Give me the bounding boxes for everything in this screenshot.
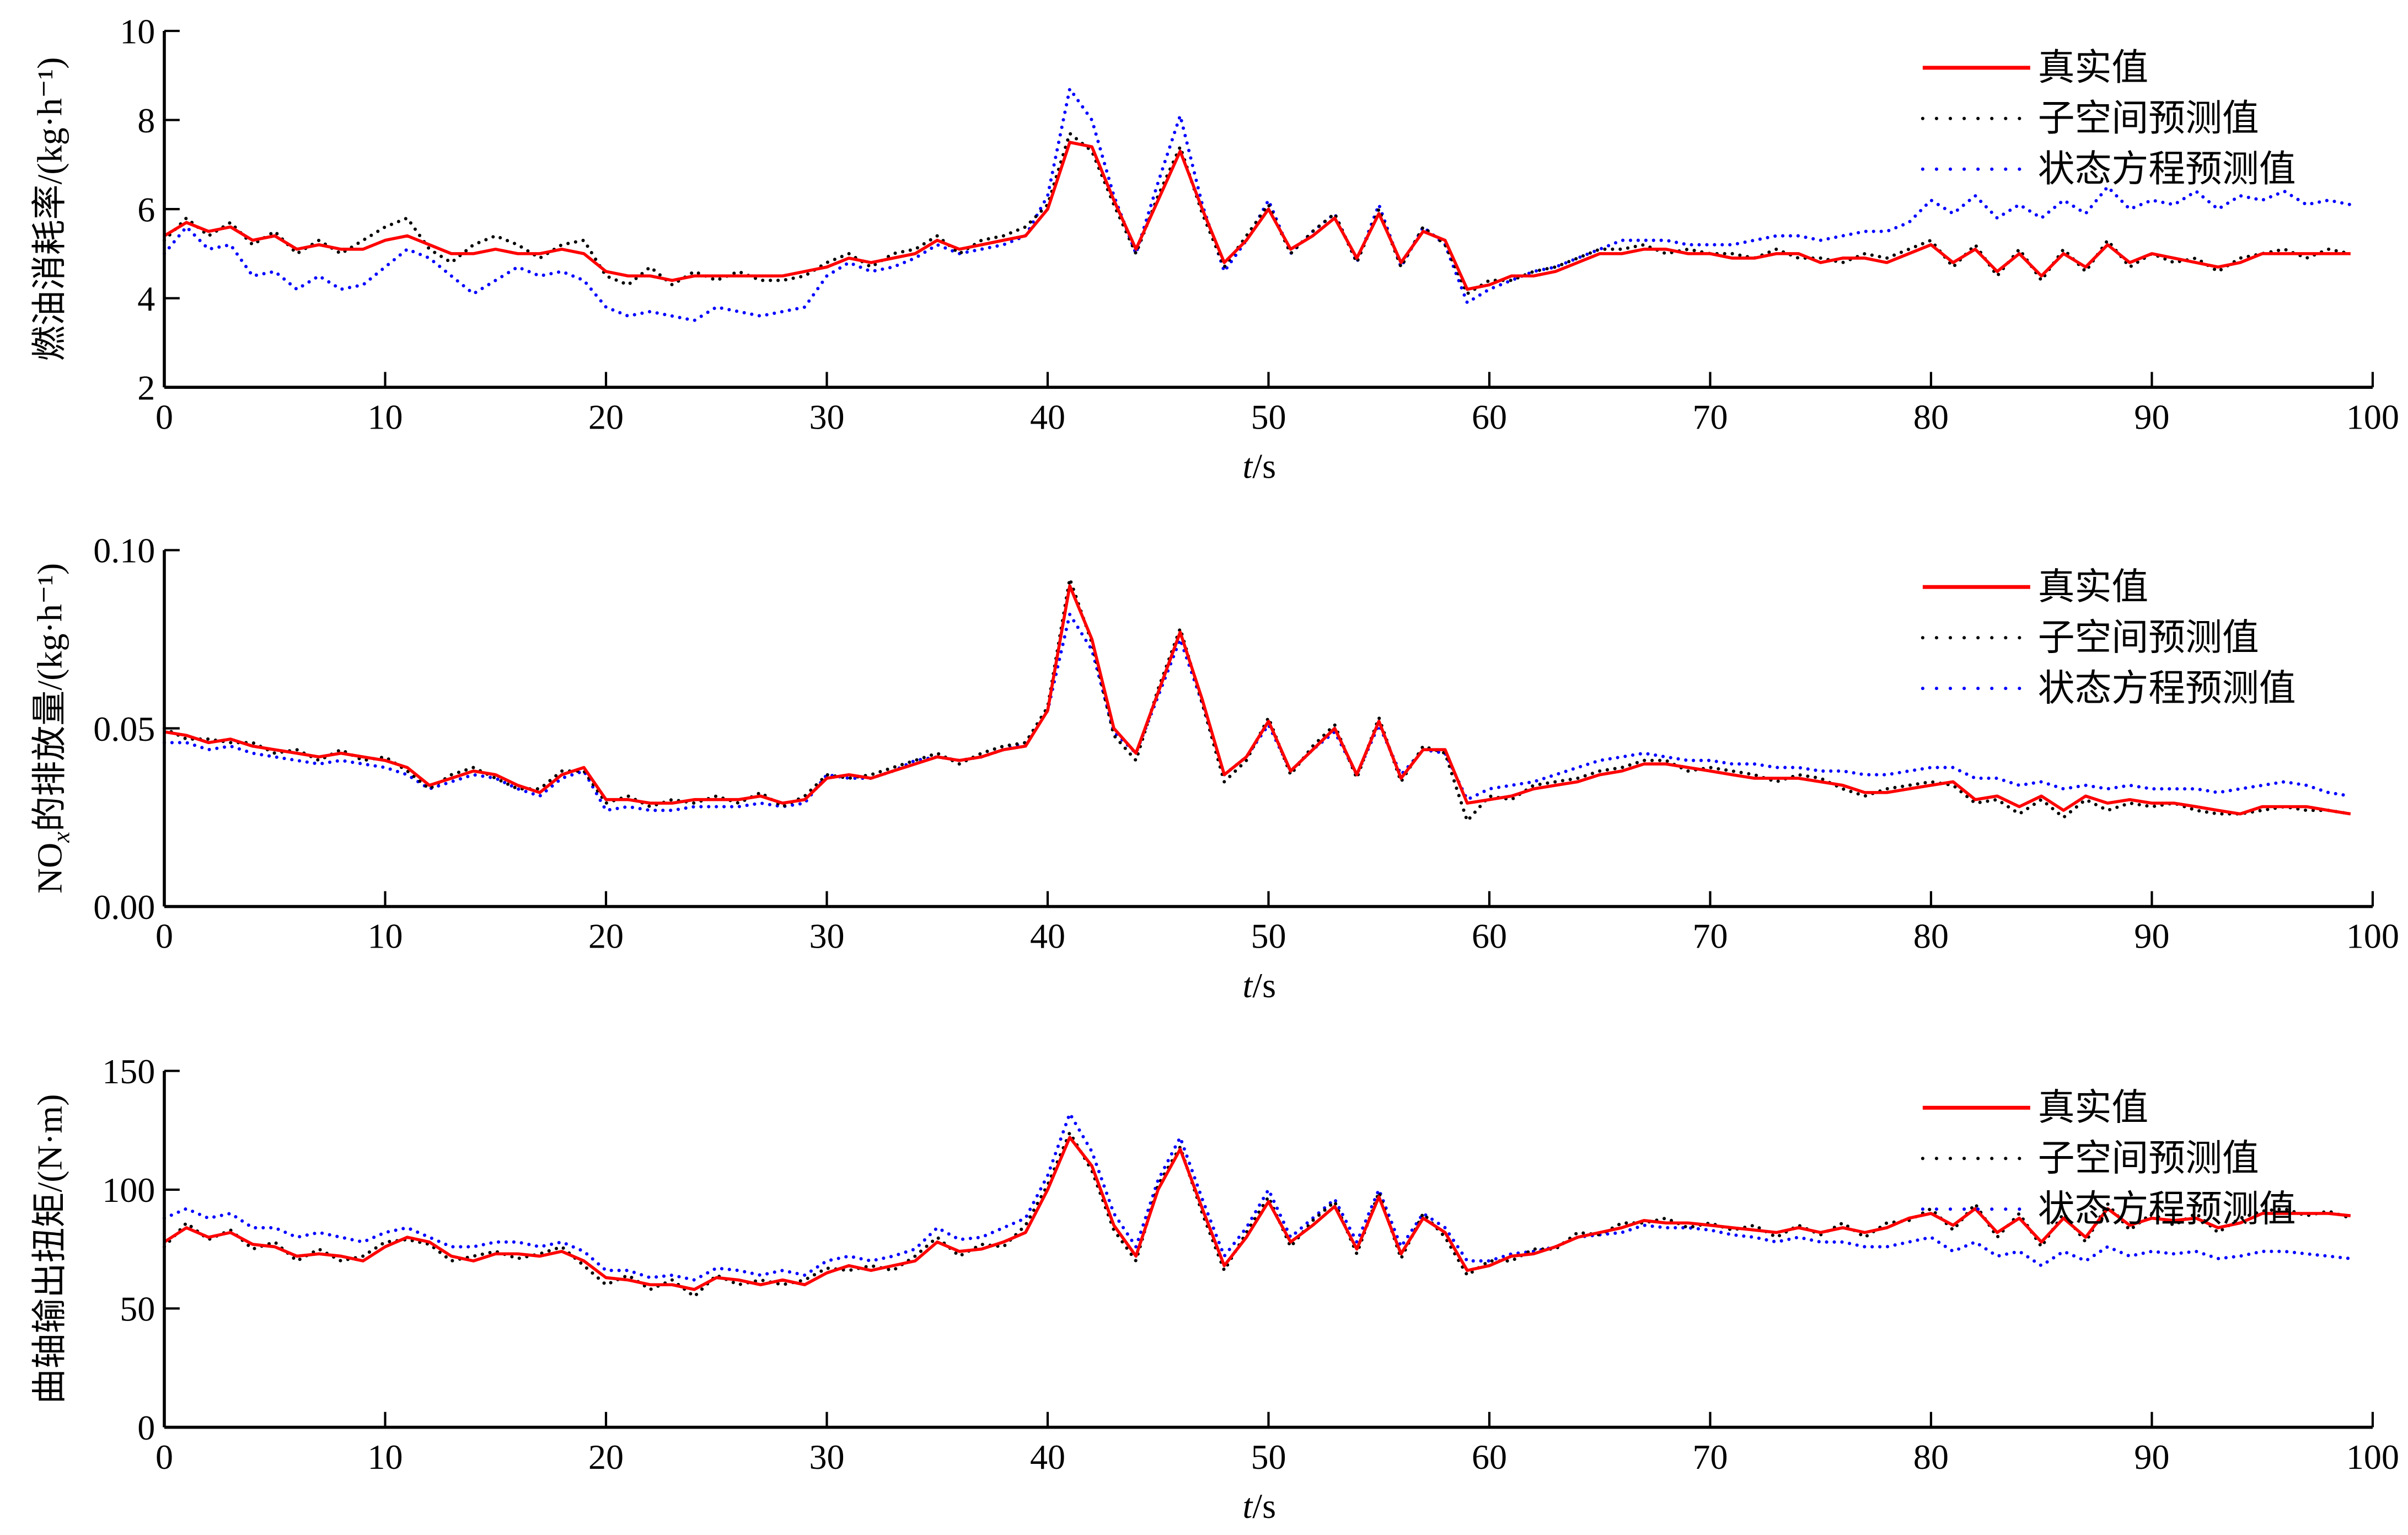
x-axis-label: t/s <box>1242 966 1276 1005</box>
series-line-truth <box>164 584 2351 816</box>
x-tick-label: 30 <box>809 397 844 436</box>
x-axis-label-unit: /s <box>1252 1486 1276 1526</box>
x-tick-label: 10 <box>367 397 403 436</box>
x-tick-label: 50 <box>1251 397 1286 436</box>
x-tick-label: 80 <box>1913 917 1949 956</box>
y-tick-label: 0.05 <box>93 709 155 748</box>
x-tick-label: 90 <box>2134 397 2169 436</box>
y-axis-label-part: NO <box>30 843 69 894</box>
x-tick-label: 80 <box>1913 397 1949 436</box>
x-axis-label-var: t <box>1242 447 1253 486</box>
x-tick-label: 70 <box>1692 917 1728 956</box>
x-tick-label: 90 <box>2134 917 2169 956</box>
x-tick-label: 50 <box>1251 917 1286 956</box>
x-tick-label: 20 <box>588 397 624 436</box>
y-axis-label-part: 的排放量/(kg·h⁻¹) <box>30 563 69 832</box>
x-tick-label: 60 <box>1472 397 1507 436</box>
y-tick-label: 2 <box>137 368 155 407</box>
y-tick-label: 4 <box>137 279 155 318</box>
x-axis-label: t/s <box>1242 447 1276 486</box>
chart-panel-1: 0 10 20 30 40 50 60 70 80 90 100 2 4 6 8 10 t/s 燃油消耗率/(kg… <box>30 12 2399 485</box>
x-tick-label: 0 <box>155 397 173 436</box>
x-tick-label: 40 <box>1030 1437 1065 1477</box>
x-tick-label: 10 <box>367 1437 403 1477</box>
x-axis-label-unit: /s <box>1252 447 1276 486</box>
y-axis-label: NOx的排放量/(kg·h⁻¹) <box>30 563 74 894</box>
x-tick-label: 0 <box>155 1437 173 1477</box>
series-line-state-equation <box>162 609 2352 812</box>
x-tick-label: 30 <box>809 1437 844 1477</box>
chart-panel-3: 0 10 20 30 40 50 60 70 80 90 100 0 50 100 150 t/s 曲轴输出扭矩… <box>30 1052 2399 1526</box>
x-tick-label: 100 <box>2346 917 2399 956</box>
x-tick-label: 100 <box>2346 1437 2399 1477</box>
series-line-subspace <box>162 130 2352 296</box>
legend-label: 子空间预测值 <box>2038 1137 2259 1180</box>
y-tick-label: 10 <box>120 12 155 51</box>
legend-label: 子空间预测值 <box>2038 616 2259 659</box>
legend-label: 状态方程预测值 <box>2038 1187 2296 1230</box>
legend-label: 状态方程预测值 <box>2038 147 2296 190</box>
x-tick-label: 80 <box>1913 1437 1949 1477</box>
y-tick-label: 0.00 <box>93 887 155 927</box>
y-axis-label: 曲轴输出扭矩/(N·m) <box>30 1094 69 1404</box>
y-tick-label: 0 <box>137 1408 155 1447</box>
x-tick-label: 90 <box>2134 1437 2169 1477</box>
x-tick-label: 70 <box>1692 397 1728 436</box>
x-tick-label: 50 <box>1251 1437 1286 1477</box>
legend-label: 子空间预测值 <box>2038 97 2259 140</box>
x-tick-label: 20 <box>588 917 624 956</box>
y-tick-label: 8 <box>137 101 155 140</box>
chart-panel-2: 0 10 20 30 40 50 60 70 80 90 100 0.00 0.05 0.10 t/s NOx… <box>30 531 2399 1005</box>
x-tick-label: 40 <box>1030 397 1065 436</box>
y-axis-label-part: x <box>47 832 74 843</box>
x-tick-label: 10 <box>367 917 403 956</box>
x-tick-label: 60 <box>1472 1437 1507 1477</box>
x-axis-label-var: t <box>1242 1486 1253 1526</box>
x-tick-label: 30 <box>809 917 844 956</box>
series-line-subspace <box>162 578 2352 825</box>
x-tick-label: 100 <box>2346 397 2399 436</box>
x-tick-label: 20 <box>588 1437 624 1477</box>
series-line-state-equation <box>162 1109 2352 1282</box>
y-tick-label: 50 <box>120 1290 155 1329</box>
legend-label: 真实值 <box>2038 1086 2148 1129</box>
series-line-truth <box>163 1136 2351 1291</box>
x-axis-label-unit: /s <box>1252 966 1276 1005</box>
series-line-state-equation <box>162 84 2352 323</box>
series-line-truth <box>163 141 2351 291</box>
legend-label: 真实值 <box>2038 565 2148 608</box>
y-tick-label: 150 <box>102 1052 155 1091</box>
x-tick-label: 70 <box>1692 1437 1728 1477</box>
x-tick-label: 60 <box>1472 917 1507 956</box>
legend-label: 状态方程预测值 <box>2038 666 2296 709</box>
x-tick-label: 40 <box>1030 917 1065 956</box>
y-tick-label: 100 <box>102 1170 155 1210</box>
series-line-subspace <box>162 1128 2352 1299</box>
legend-label: 真实值 <box>2038 46 2148 89</box>
x-tick-label: 0 <box>155 917 173 956</box>
y-tick-label: 0.10 <box>93 531 155 570</box>
y-axis-label: 燃油消耗率/(kg·h⁻¹) <box>30 57 69 361</box>
x-axis-label: t/s <box>1242 1486 1276 1526</box>
y-tick-label: 6 <box>137 190 155 229</box>
x-axis-label-var: t <box>1242 966 1253 1005</box>
